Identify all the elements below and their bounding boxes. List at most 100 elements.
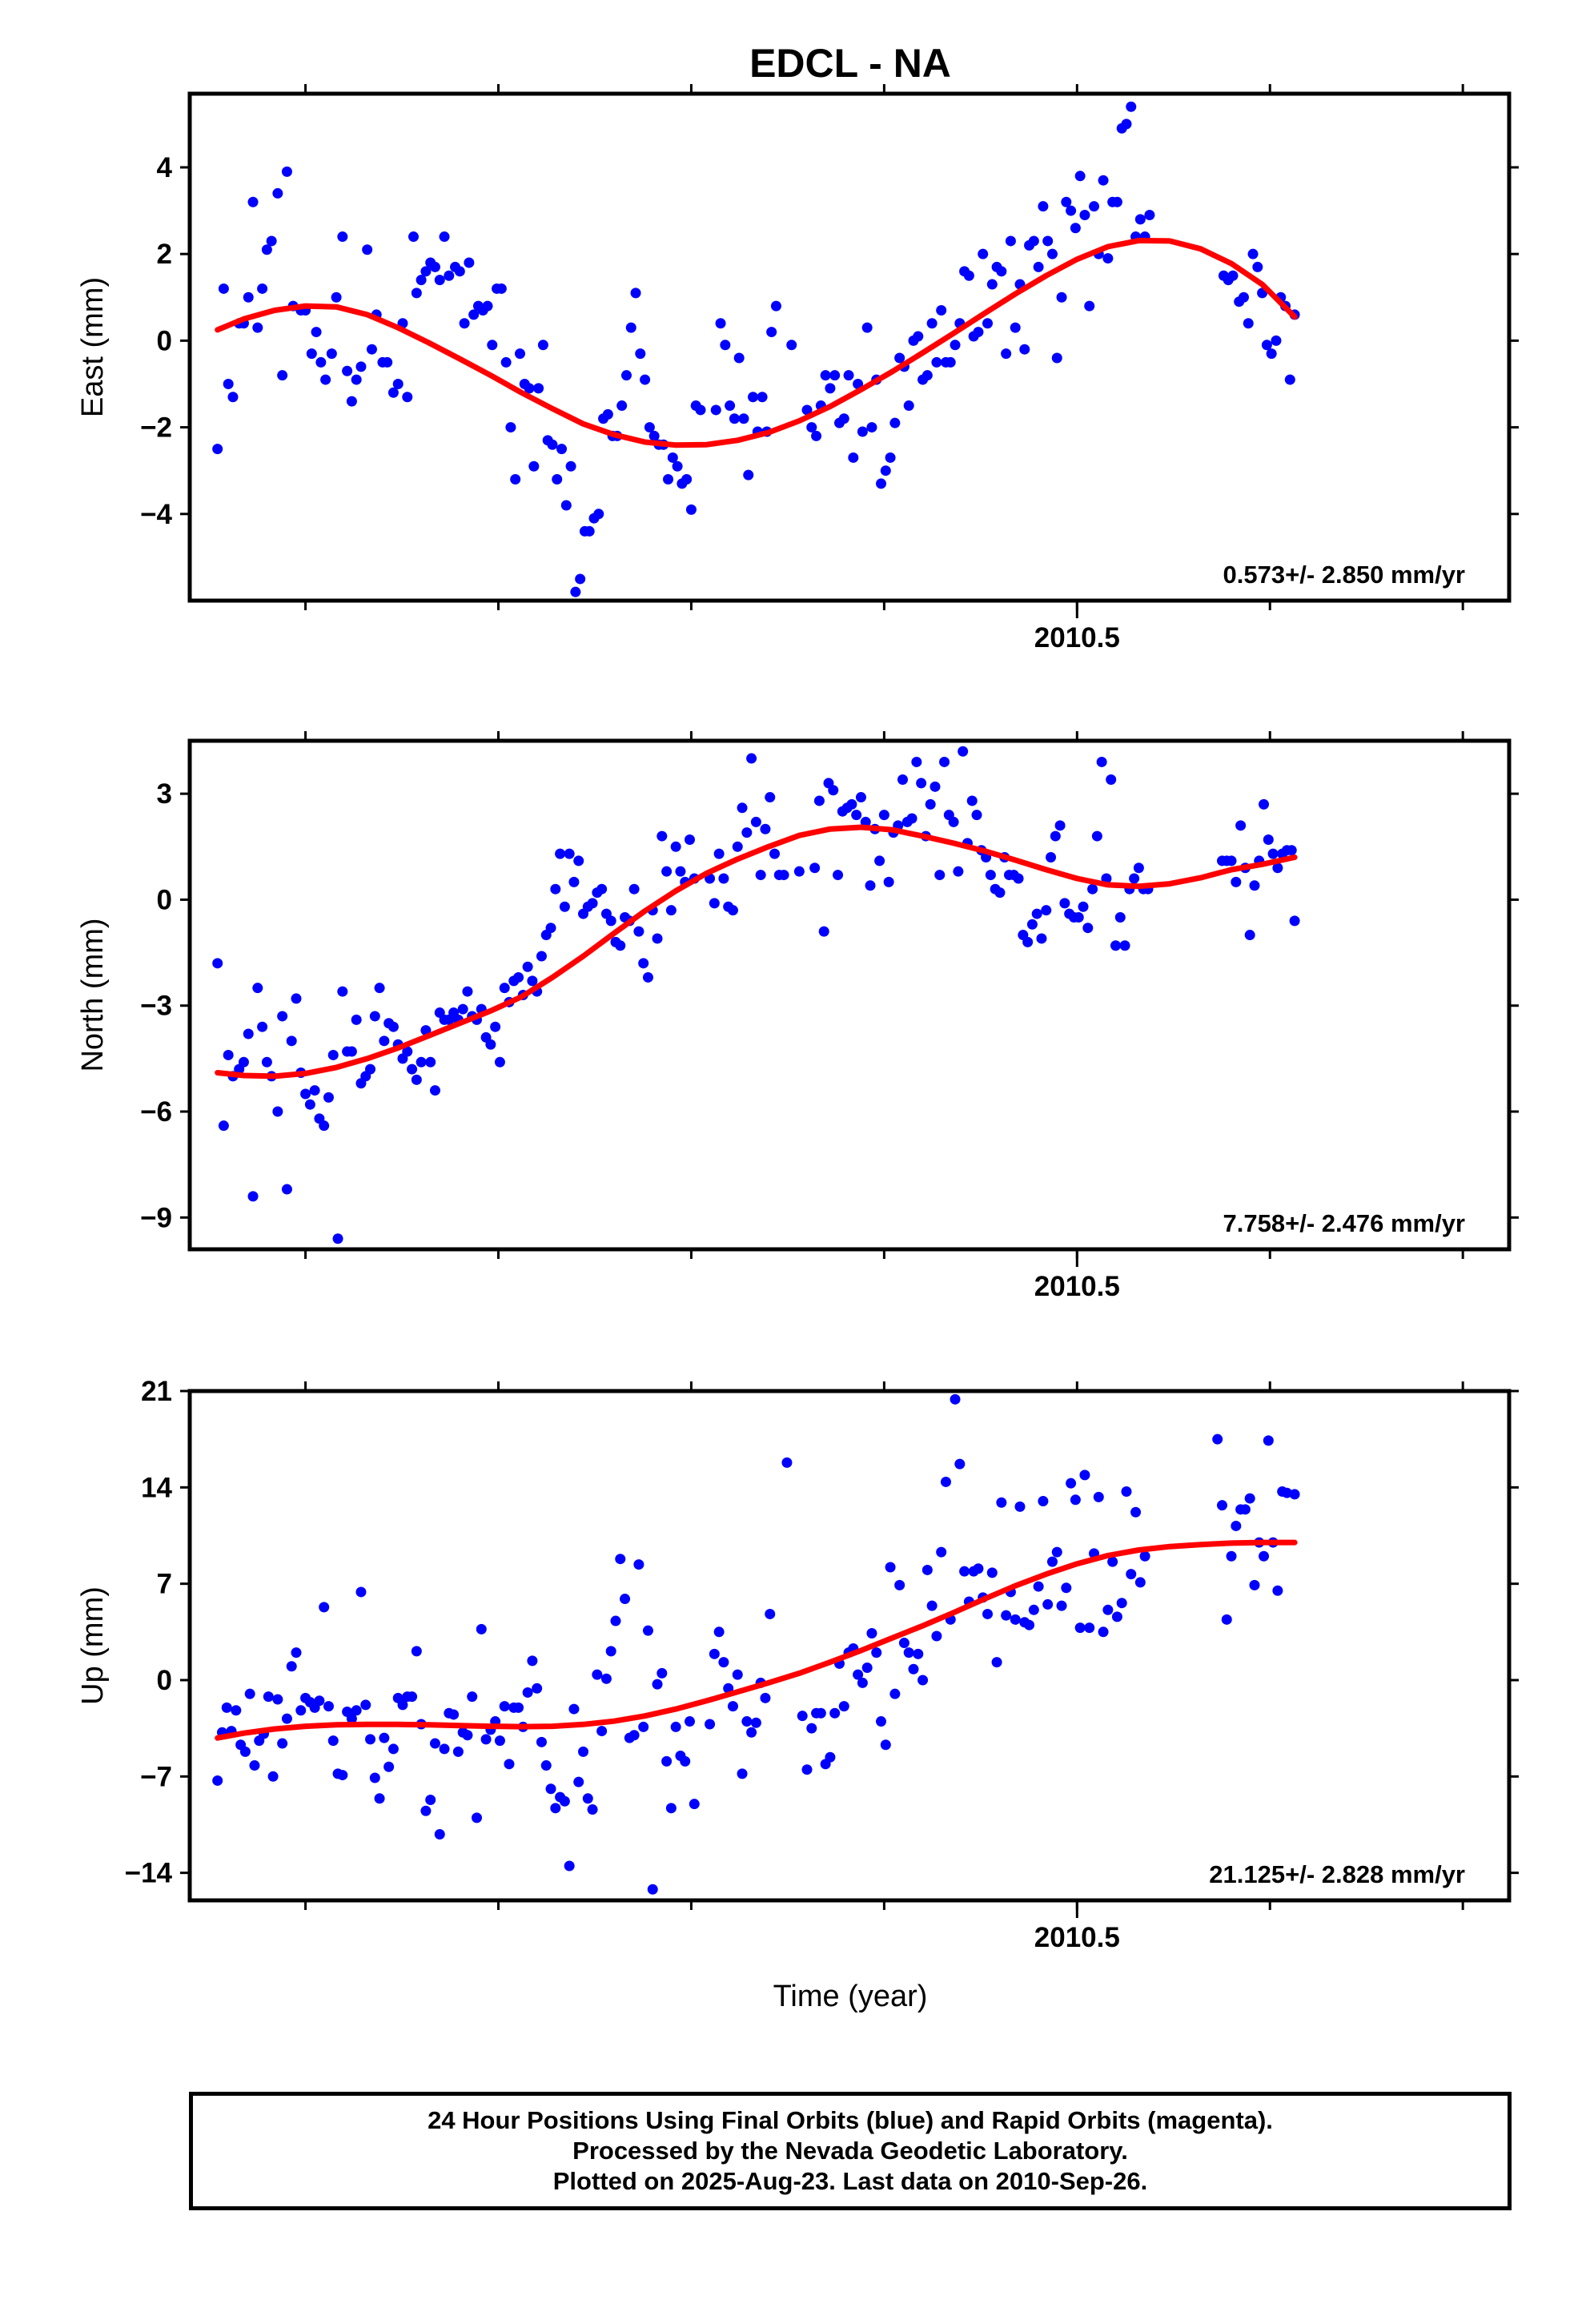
data-point-north [661,866,673,877]
data-point-east [825,383,836,394]
data-point-up [652,1679,663,1690]
data-point-up [582,1793,593,1804]
data-point-north [851,810,862,821]
data-point-north [916,778,927,789]
data-point-up [1074,1622,1086,1634]
data-point-up [1042,1598,1054,1610]
data-point-north [1267,848,1279,859]
data-point-north [587,898,598,909]
data-point-up [838,1701,849,1712]
y-tick-label-east: −4 [140,499,172,530]
data-point-up [239,1746,251,1757]
y-tick-label-north: −3 [140,991,172,1022]
data-point-east [547,439,558,450]
x-tick-label-up: 2010.5 [1034,1922,1120,1953]
data-point-north [897,774,908,786]
data-point-up [954,1458,966,1470]
data-point-up [387,1743,399,1755]
data-point-up [360,1699,371,1711]
data-point-north [1263,834,1274,845]
data-point-north [457,1003,468,1015]
data-point-east [843,370,854,381]
y-tick-label-east: 2 [157,239,172,270]
data-point-north [633,926,644,937]
data-point-up [452,1746,464,1757]
data-point-north [559,901,570,912]
data-point-north [1289,915,1300,927]
data-point-east [748,392,759,403]
data-point-up [1221,1614,1232,1625]
data-point-up [917,1675,929,1686]
data-point-up [1134,1577,1146,1588]
data-point-north [247,1191,259,1202]
data-point-north [1026,919,1038,930]
data-point-east [685,504,697,515]
data-point-east [337,231,348,243]
data-point-east [1134,214,1146,225]
data-point-up [439,1743,450,1755]
data-point-north [1114,911,1126,923]
data-point-east [885,452,896,463]
data-point-up [1084,1622,1095,1634]
data-point-east [695,404,706,416]
data-point-east [973,327,984,338]
data-point-north [327,1049,339,1060]
data-point-east [311,327,322,338]
data-point-east [926,318,938,329]
data-point-up [1116,1598,1127,1609]
data-point-north [573,855,584,866]
data-point-east [257,283,268,294]
data-point-east [1042,235,1054,247]
data-point-up [314,1695,325,1707]
data-point-east [464,257,475,268]
fit-line-north [215,824,1298,1080]
data-point-up [1130,1506,1142,1518]
data-point-up [713,1626,725,1638]
data-point-east [635,348,646,360]
data-point-north [337,986,348,997]
data-point-east [681,474,693,485]
data-point-north [243,1028,254,1039]
data-point-east [1252,261,1263,272]
data-point-north [407,1063,418,1075]
data-point-north [1022,936,1034,947]
data-point-east [1227,270,1239,281]
data-point-east [1001,348,1012,360]
data-point-up [797,1711,808,1722]
data-point-up [1066,1478,1077,1489]
data-point-east [894,352,905,364]
data-point-up [1033,1581,1044,1592]
data-point-east [496,283,507,294]
data-point-north [813,795,825,806]
data-point-east [524,383,535,394]
data-point-east [444,270,455,281]
data-point-east [738,413,749,424]
data-point-north [778,870,789,881]
data-point-east [715,318,726,329]
data-point-east [346,396,357,407]
y-tick-label-up: 14 [141,1472,172,1503]
data-point-north [1050,830,1061,842]
data-point-north [828,785,839,796]
data-point-east [1056,292,1067,303]
data-point-north [737,802,748,814]
data-point-north [286,1035,297,1047]
data-point-up [337,1770,348,1781]
data-point-east [454,266,465,277]
data-point-north [755,870,766,881]
data-point-up [448,1709,460,1720]
x-axis-label: Time (year) [773,1980,928,2013]
data-point-north [670,841,681,852]
data-point-north [429,1085,440,1096]
data-point-up [889,1688,901,1699]
data-point-north [615,940,626,951]
data-point-up [685,1716,696,1727]
data-point-east [439,231,450,243]
data-point-up [913,1648,924,1659]
data-point-up [346,1713,357,1724]
data-point-east [857,426,868,437]
data-point-north [555,848,566,859]
data-point-east [1247,248,1259,259]
data-point-north [411,1074,422,1085]
data-point-east [218,283,229,294]
